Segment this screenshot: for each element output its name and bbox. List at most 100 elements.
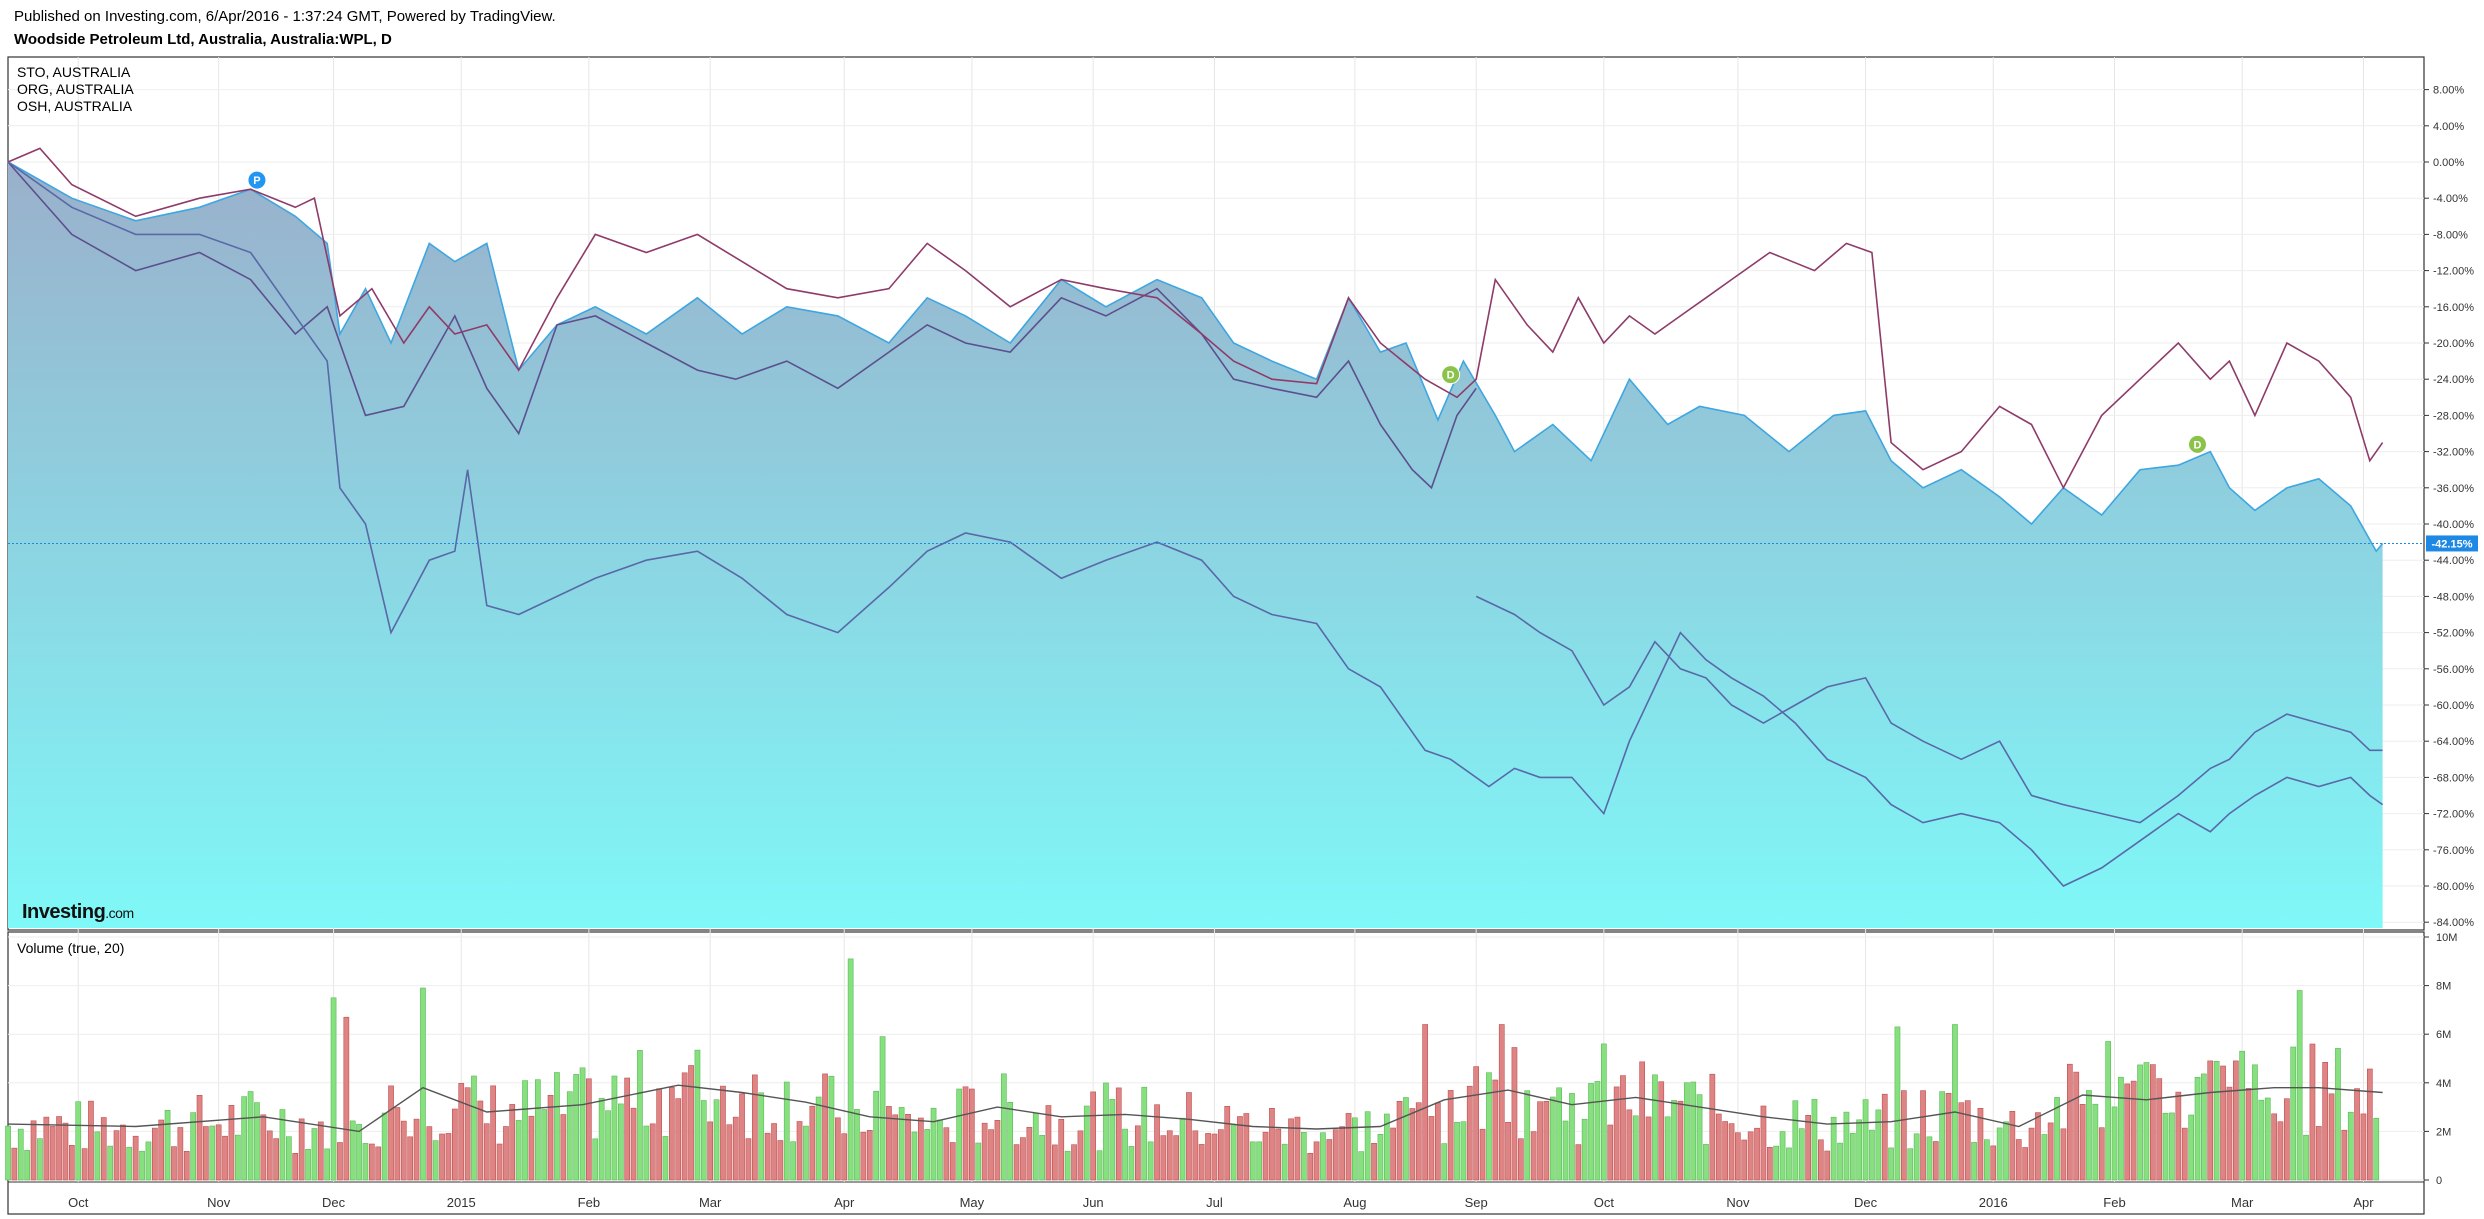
y-tick-label: -56.00% [2433, 664, 2474, 676]
volume-bar [75, 1101, 82, 1181]
y-tick-label: -68.00% [2433, 772, 2474, 784]
volume-bar [88, 1100, 94, 1181]
volume-bar [477, 1100, 484, 1181]
x-tick-label: Dec [1854, 1195, 1878, 1210]
volume-bar [1026, 1127, 1033, 1181]
volume-bar [1990, 1145, 1997, 1181]
volume-bar [930, 1107, 937, 1181]
volume-bar [1996, 1127, 2003, 1181]
volume-bar [1741, 1139, 1748, 1181]
volume-bar [1518, 1138, 1524, 1181]
volume-bar [2060, 1128, 2067, 1181]
x-tick-label: Oct [1594, 1195, 1615, 1210]
volume-bar [1205, 1133, 1211, 1181]
volume-bar [2150, 1064, 2156, 1181]
volume-bar [656, 1088, 662, 1181]
volume-bar [139, 1150, 145, 1181]
volume-bar [1977, 1108, 1984, 1181]
volume-bar [260, 1114, 267, 1181]
volume-bar [2086, 1090, 2092, 1181]
volume-bar [1275, 1128, 1282, 1181]
volume-bar [2003, 1121, 2009, 1181]
volume-bar [981, 1122, 988, 1181]
volume-bar [1626, 1109, 1633, 1181]
legend-item-org[interactable]: ORG, AUSTRALIA [17, 81, 134, 97]
volume-bar [1703, 1144, 1709, 1181]
volume-bar [1466, 1085, 1473, 1181]
volume-bar [2137, 1064, 2143, 1181]
volume-bar [1288, 1118, 1294, 1181]
volume-bar [1192, 1130, 1199, 1181]
volume-bar [1447, 1090, 1454, 1181]
volume-bar [828, 1075, 835, 1181]
volume-bar [2098, 1127, 2105, 1181]
volume-bar [1556, 1087, 1562, 1181]
x-tick-label: May [960, 1195, 985, 1210]
volume-bar [1607, 1124, 1614, 1181]
volume-bar [1671, 1100, 1677, 1181]
volume-bar [451, 1108, 458, 1181]
main-series-area [8, 162, 2383, 928]
volume-bar [1945, 1093, 1952, 1181]
volume-bar [1505, 1122, 1511, 1181]
volume-bar [1032, 1112, 1039, 1181]
volume-bar [2079, 1104, 2086, 1181]
volume-bar [285, 1136, 292, 1181]
event-marker-letter: D [1447, 370, 1455, 382]
volume-bar [190, 1112, 196, 1181]
volume-bar [1601, 1043, 1607, 1181]
volume-bar [343, 1016, 350, 1181]
legend-item-sto[interactable]: STO, AUSTRALIA [17, 64, 131, 80]
volume-bar [1269, 1108, 1275, 1181]
volume-bar [368, 1143, 375, 1181]
volume-bar [1000, 1073, 1007, 1181]
volume-y-tick-label: 4M [2436, 1078, 2451, 1090]
volume-bar [2309, 1043, 2316, 1181]
volume-bar [1020, 1137, 1026, 1181]
volume-bar [1709, 1073, 1716, 1181]
volume-bar [1537, 1101, 1543, 1181]
volume-bar [1039, 1135, 1045, 1181]
event-marker-letter: P [253, 175, 260, 187]
volume-bar [2284, 1098, 2290, 1181]
last-value-label: -42.15% [2432, 538, 2473, 550]
volume-bar [1218, 1129, 1224, 1181]
legend-item-osh[interactable]: OSH, AUSTRALIA [17, 98, 133, 114]
volume-bar [1160, 1135, 1167, 1181]
volume-bar [2296, 990, 2303, 1181]
volume-bar [2233, 1060, 2239, 1181]
volume-bar [1645, 1116, 1652, 1181]
volume-bar [879, 1036, 886, 1181]
volume-bar [726, 1124, 733, 1181]
volume-bar [349, 1120, 356, 1181]
volume-bar [1843, 1111, 1850, 1181]
volume-bar [356, 1124, 362, 1181]
volume-bar [1224, 1106, 1231, 1181]
volume-bar [937, 1119, 943, 1181]
y-tick-label: -76.00% [2433, 845, 2474, 857]
x-tick-label: Sep [1465, 1195, 1488, 1210]
volume-bar [771, 1123, 777, 1181]
volume-bar [1473, 1066, 1479, 1181]
volume-bar [158, 1119, 165, 1181]
y-tick-label: -32.00% [2433, 447, 2474, 459]
volume-bar [1486, 1072, 1492, 1181]
volume-bar [1524, 1090, 1531, 1181]
x-tick-label: Jul [1206, 1195, 1223, 1210]
volume-bar [1198, 1144, 1205, 1181]
volume-y-tick-label: 2M [2436, 1126, 2451, 1138]
volume-bar [694, 1049, 701, 1181]
volume-pane-label: Volume (true, 20) [17, 940, 125, 956]
volume-bar [2303, 1134, 2309, 1181]
volume-bar [1249, 1141, 1256, 1181]
volume-bar [975, 1142, 982, 1181]
comparison-line [1475, 595, 2383, 824]
volume-bar [17, 1128, 24, 1181]
volume-bar [2028, 1127, 2035, 1181]
volume-bar [541, 1109, 548, 1181]
volume-bar [420, 987, 426, 1181]
volume-bar [2367, 1068, 2373, 1181]
volume-bar [892, 1114, 899, 1181]
volume-bar [496, 1143, 503, 1181]
